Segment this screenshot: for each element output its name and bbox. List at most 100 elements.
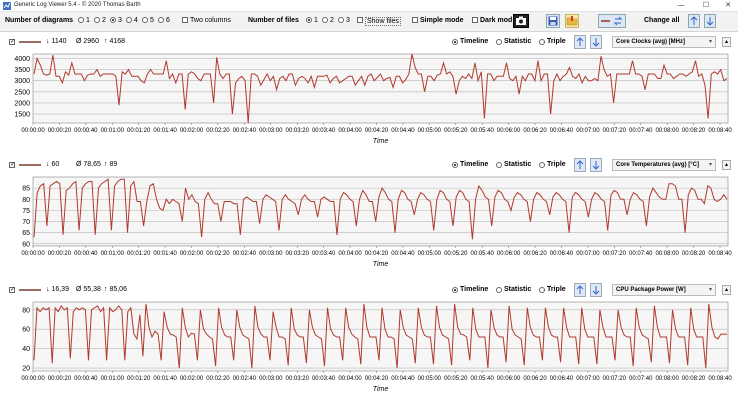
max-value: ↑ 85,06 bbox=[104, 286, 127, 293]
mode-label-triple: Triple bbox=[547, 286, 566, 293]
y-tick-label: 3000 bbox=[14, 78, 30, 85]
mode-radio-triple[interactable] bbox=[539, 287, 545, 293]
arrow-down-icon bbox=[592, 161, 600, 170]
decrease-button[interactable] bbox=[590, 283, 602, 297]
x-tick-label: 00:02:20 bbox=[206, 251, 230, 257]
series-visible-checkbox[interactable]: ✓ bbox=[9, 287, 16, 293]
min-value: ↓ 16,39 bbox=[46, 286, 69, 293]
arrow-up-icon bbox=[576, 285, 584, 294]
x-tick-label: 00:00:00 bbox=[21, 376, 45, 382]
maximize-button[interactable]: ☐ bbox=[702, 2, 710, 9]
x-tick-label: 00:07:00 bbox=[576, 376, 600, 382]
increase-button[interactable] bbox=[574, 35, 586, 49]
sensor-select-button[interactable]: ▴ bbox=[722, 285, 731, 295]
open-folder-button[interactable] bbox=[565, 14, 579, 28]
x-tick-label: 00:00:00 bbox=[21, 128, 45, 134]
x-tick-label: 00:07:40 bbox=[629, 251, 653, 257]
diagrams-radio-6[interactable] bbox=[158, 17, 164, 23]
mode-radio-triple[interactable] bbox=[539, 39, 545, 45]
sync-series-button[interactable] bbox=[598, 14, 626, 28]
diagrams-radio-4[interactable] bbox=[126, 17, 132, 23]
y-tick-label: 85 bbox=[22, 186, 30, 193]
x-tick-label: 00:02:20 bbox=[206, 128, 230, 134]
diagrams-radio-label: 3 bbox=[118, 17, 122, 24]
number-of-files-label: Number of files bbox=[248, 17, 299, 24]
x-tick-label: 00:01:20 bbox=[127, 376, 151, 382]
diagrams-radio-2[interactable] bbox=[94, 17, 100, 23]
sensor-select-value: Core Temperatures (avg) [°C] bbox=[616, 162, 699, 168]
diagrams-radio-5[interactable] bbox=[142, 17, 148, 23]
two-columns-checkbox[interactable] bbox=[182, 17, 188, 23]
x-tick-label: 00:05:20 bbox=[444, 128, 468, 134]
mode-radio-triple[interactable] bbox=[539, 162, 545, 168]
x-tick-label: 00:06:40 bbox=[550, 128, 574, 134]
x-tick-label: 00:08:40 bbox=[708, 128, 732, 134]
floppy-save-icon bbox=[548, 16, 558, 26]
x-tick-label: 00:02:40 bbox=[233, 376, 257, 382]
x-tick-label: 00:03:20 bbox=[286, 251, 310, 257]
mode-radio-timeline[interactable] bbox=[452, 39, 458, 45]
panel-header: ✓ ↓ 60 Ø 78,65 ↑ 89 Timeline Statistic T… bbox=[0, 157, 738, 173]
x-tick-label: 00:05:00 bbox=[418, 128, 442, 134]
arrow-up-icon bbox=[690, 16, 698, 25]
y-tick-label: 70 bbox=[22, 219, 30, 226]
change-all-increase-button[interactable] bbox=[688, 14, 700, 28]
files-radio-label: 3 bbox=[346, 17, 350, 24]
increase-button[interactable] bbox=[574, 158, 586, 172]
minimize-button[interactable]: — bbox=[677, 2, 685, 9]
increase-button[interactable] bbox=[574, 283, 586, 297]
x-tick-label: 00:03:20 bbox=[286, 128, 310, 134]
series-line bbox=[33, 178, 728, 240]
y-tick-label: 75 bbox=[22, 208, 30, 215]
decrease-button[interactable] bbox=[590, 158, 602, 172]
files-radio-label: 1 bbox=[314, 17, 318, 24]
x-tick-label: 00:02:40 bbox=[233, 128, 257, 134]
sensor-select-value: CPU Package Power [W] bbox=[616, 287, 686, 293]
x-tick-label: 00:07:00 bbox=[576, 128, 600, 134]
dark-mode-label: Dark mod bbox=[480, 17, 513, 24]
files-radio-1[interactable] bbox=[306, 17, 312, 23]
camera-button[interactable] bbox=[513, 14, 529, 28]
files-radio-2[interactable] bbox=[322, 17, 328, 23]
x-tick-label: 00:01:00 bbox=[101, 251, 125, 257]
mode-radio-statistic[interactable] bbox=[496, 162, 502, 168]
x-tick-label: 00:07:20 bbox=[603, 251, 627, 257]
mode-radio-statistic[interactable] bbox=[496, 287, 502, 293]
sensor-select[interactable]: Core Temperatures (avg) [°C] ▾ bbox=[612, 159, 716, 171]
files-radio-3[interactable] bbox=[338, 17, 344, 23]
mode-label-timeline: Timeline bbox=[460, 286, 489, 293]
x-tick-label: 00:00:00 bbox=[21, 251, 45, 257]
mode-label-triple: Triple bbox=[547, 161, 566, 168]
x-tick-label: 00:07:00 bbox=[576, 251, 600, 257]
sensor-select[interactable]: CPU Package Power [W] ▾ bbox=[612, 284, 716, 296]
sensor-select-button[interactable]: ▴ bbox=[722, 160, 731, 170]
show-files-label: Show files bbox=[365, 17, 401, 26]
save-button[interactable] bbox=[546, 14, 560, 28]
folder-icon bbox=[566, 16, 578, 26]
diagrams-radio-3[interactable] bbox=[110, 17, 116, 23]
mode-radio-timeline[interactable] bbox=[452, 162, 458, 168]
series-visible-checkbox[interactable]: ✓ bbox=[9, 162, 16, 168]
diagrams-radio-label: 2 bbox=[102, 17, 106, 24]
series-line-icon bbox=[19, 289, 41, 291]
x-tick-label: 00:02:00 bbox=[180, 251, 204, 257]
series-visible-checkbox[interactable]: ✓ bbox=[9, 39, 16, 45]
change-all-decrease-button[interactable] bbox=[704, 14, 716, 28]
x-tick-label: 00:07:20 bbox=[603, 376, 627, 382]
decrease-button[interactable] bbox=[590, 35, 602, 49]
x-tick-label: 00:08:00 bbox=[655, 376, 679, 382]
y-tick-label: 40 bbox=[22, 346, 30, 353]
mode-radio-timeline[interactable] bbox=[452, 287, 458, 293]
x-tick-label: 00:08:20 bbox=[682, 376, 706, 382]
x-tick-label: 00:00:20 bbox=[48, 251, 72, 257]
diagrams-radio-1[interactable] bbox=[78, 17, 84, 23]
close-button[interactable]: ✕ bbox=[725, 2, 731, 9]
mode-radio-statistic[interactable] bbox=[496, 39, 502, 45]
simple-mode-checkbox[interactable] bbox=[412, 17, 418, 23]
x-tick-label: 00:03:00 bbox=[259, 128, 283, 134]
sensor-select[interactable]: Core Clocks (avg) [MHz] ▾ bbox=[612, 36, 716, 48]
avg-value: Ø 78,65 bbox=[76, 161, 101, 168]
dark-mode-checkbox[interactable] bbox=[472, 17, 478, 23]
sensor-select-button[interactable]: ▴ bbox=[722, 37, 731, 47]
show-files-checkbox[interactable] bbox=[357, 17, 363, 23]
